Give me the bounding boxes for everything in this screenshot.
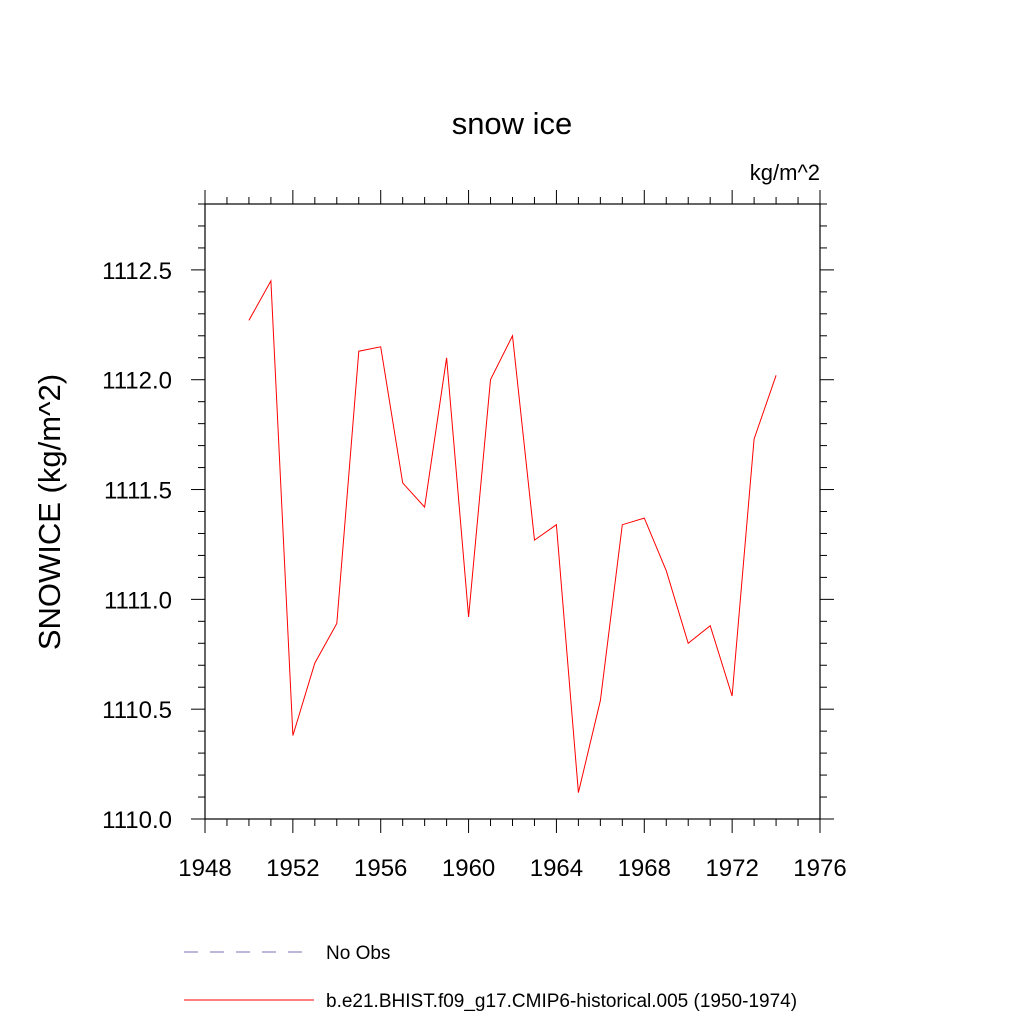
y-tick-labels: 1110.0 1110.5 1111.0 1111.5 1112.0 1112.5 [102,258,172,834]
chart-title: snow ice [452,106,573,141]
x-tick-labels: 1948 1952 1956 1960 1964 1968 1972 1976 [178,855,846,882]
plot-frame [204,203,821,820]
x-tick-label: 1956 [354,855,407,882]
x-tick-label: 1968 [618,855,671,882]
series-line [248,279,777,793]
legend: No Obs b.e21.BHIST.f09_g17.CMIP6-historic… [184,943,797,1012]
legend-label: No Obs [326,943,390,964]
y-tick-label: 1110.0 [102,807,172,834]
x-tick-label: 1952 [266,855,319,882]
x-tick-label: 1964 [530,855,583,882]
y-tick-label: 1111.0 [104,587,172,614]
x-tick-label: 1960 [442,855,495,882]
axis-ticks [191,190,834,833]
y-tick-label: 1112.0 [102,368,172,395]
y-axis-label: SNOWICE (kg/m^2) [32,374,67,650]
y-tick-label: 1112.5 [102,258,172,285]
x-tick-label: 1976 [793,855,846,882]
y-tick-label: 1110.5 [102,697,172,724]
legend-label: b.e21.BHIST.f09_g17.CMIP6-historical.005… [326,991,797,1012]
x-tick-label: 1972 [705,855,758,882]
units-label: kg/m^2 [750,160,820,185]
y-tick-label: 1111.5 [104,478,172,505]
series-layer [248,279,777,793]
x-tick-label: 1948 [178,855,231,882]
